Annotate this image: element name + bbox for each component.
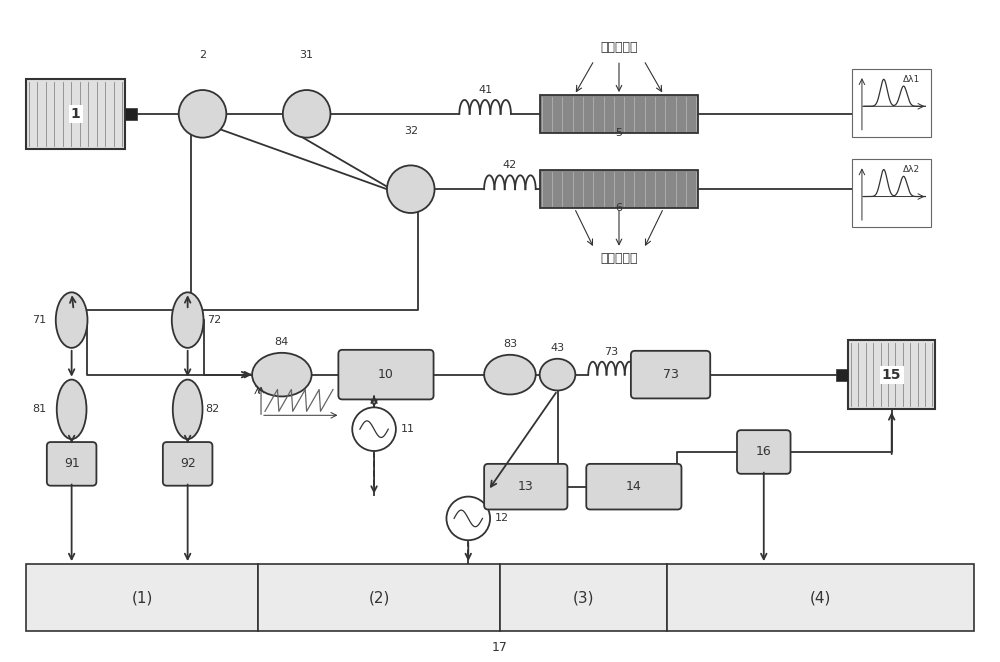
Text: 72: 72 — [207, 315, 222, 325]
Text: 32: 32 — [404, 126, 418, 136]
Circle shape — [446, 496, 490, 540]
FancyBboxPatch shape — [500, 564, 667, 632]
FancyBboxPatch shape — [852, 70, 931, 136]
Text: 15: 15 — [882, 367, 901, 381]
Text: (4): (4) — [810, 591, 831, 605]
Text: 14: 14 — [626, 480, 642, 493]
FancyBboxPatch shape — [848, 340, 935, 409]
Ellipse shape — [172, 293, 204, 348]
Text: 12: 12 — [495, 514, 509, 524]
Text: 41: 41 — [478, 85, 492, 95]
Text: 84: 84 — [275, 337, 289, 347]
FancyBboxPatch shape — [836, 369, 848, 381]
FancyBboxPatch shape — [26, 564, 258, 632]
Text: 31: 31 — [300, 50, 314, 60]
Text: 2: 2 — [199, 50, 206, 60]
Text: (3): (3) — [573, 591, 594, 605]
Text: 11: 11 — [401, 424, 415, 434]
Ellipse shape — [484, 355, 536, 395]
FancyBboxPatch shape — [484, 464, 567, 510]
FancyBboxPatch shape — [26, 79, 125, 148]
Text: 5: 5 — [615, 128, 622, 138]
FancyBboxPatch shape — [338, 350, 434, 399]
Text: (1): (1) — [131, 591, 153, 605]
Text: 83: 83 — [503, 339, 517, 349]
Text: 82: 82 — [205, 404, 220, 414]
Ellipse shape — [540, 359, 575, 391]
Circle shape — [283, 90, 330, 138]
Text: 17: 17 — [492, 641, 508, 654]
FancyBboxPatch shape — [258, 564, 500, 632]
Ellipse shape — [252, 353, 312, 397]
Text: 92: 92 — [180, 457, 196, 471]
Text: 91: 91 — [64, 457, 80, 471]
FancyBboxPatch shape — [631, 351, 710, 399]
Text: 73: 73 — [663, 368, 678, 381]
Text: 71: 71 — [32, 315, 46, 325]
Text: λ: λ — [254, 385, 260, 395]
Circle shape — [387, 166, 435, 213]
Text: (2): (2) — [368, 591, 390, 605]
Text: 43: 43 — [550, 343, 565, 353]
Circle shape — [179, 90, 226, 138]
FancyBboxPatch shape — [586, 464, 681, 510]
Text: 应变、温度: 应变、温度 — [600, 252, 638, 265]
FancyBboxPatch shape — [667, 564, 974, 632]
FancyBboxPatch shape — [540, 95, 698, 132]
Ellipse shape — [56, 293, 87, 348]
FancyBboxPatch shape — [163, 442, 212, 486]
Ellipse shape — [173, 379, 203, 439]
Text: 1: 1 — [71, 107, 80, 121]
Text: 6: 6 — [615, 203, 622, 213]
FancyBboxPatch shape — [47, 442, 96, 486]
Text: 73: 73 — [604, 347, 618, 357]
FancyBboxPatch shape — [125, 108, 137, 120]
Text: 13: 13 — [518, 480, 534, 493]
Text: Δλ2: Δλ2 — [903, 166, 920, 174]
Text: 16: 16 — [756, 446, 772, 459]
FancyBboxPatch shape — [737, 430, 791, 474]
Circle shape — [352, 407, 396, 451]
Text: 42: 42 — [503, 160, 517, 170]
FancyBboxPatch shape — [540, 170, 698, 208]
Ellipse shape — [57, 379, 86, 439]
Text: 81: 81 — [33, 404, 47, 414]
Text: 10: 10 — [378, 368, 394, 381]
FancyBboxPatch shape — [852, 160, 931, 227]
Text: 应变、温度: 应变、温度 — [600, 41, 638, 54]
Text: Δλ1: Δλ1 — [903, 75, 920, 84]
